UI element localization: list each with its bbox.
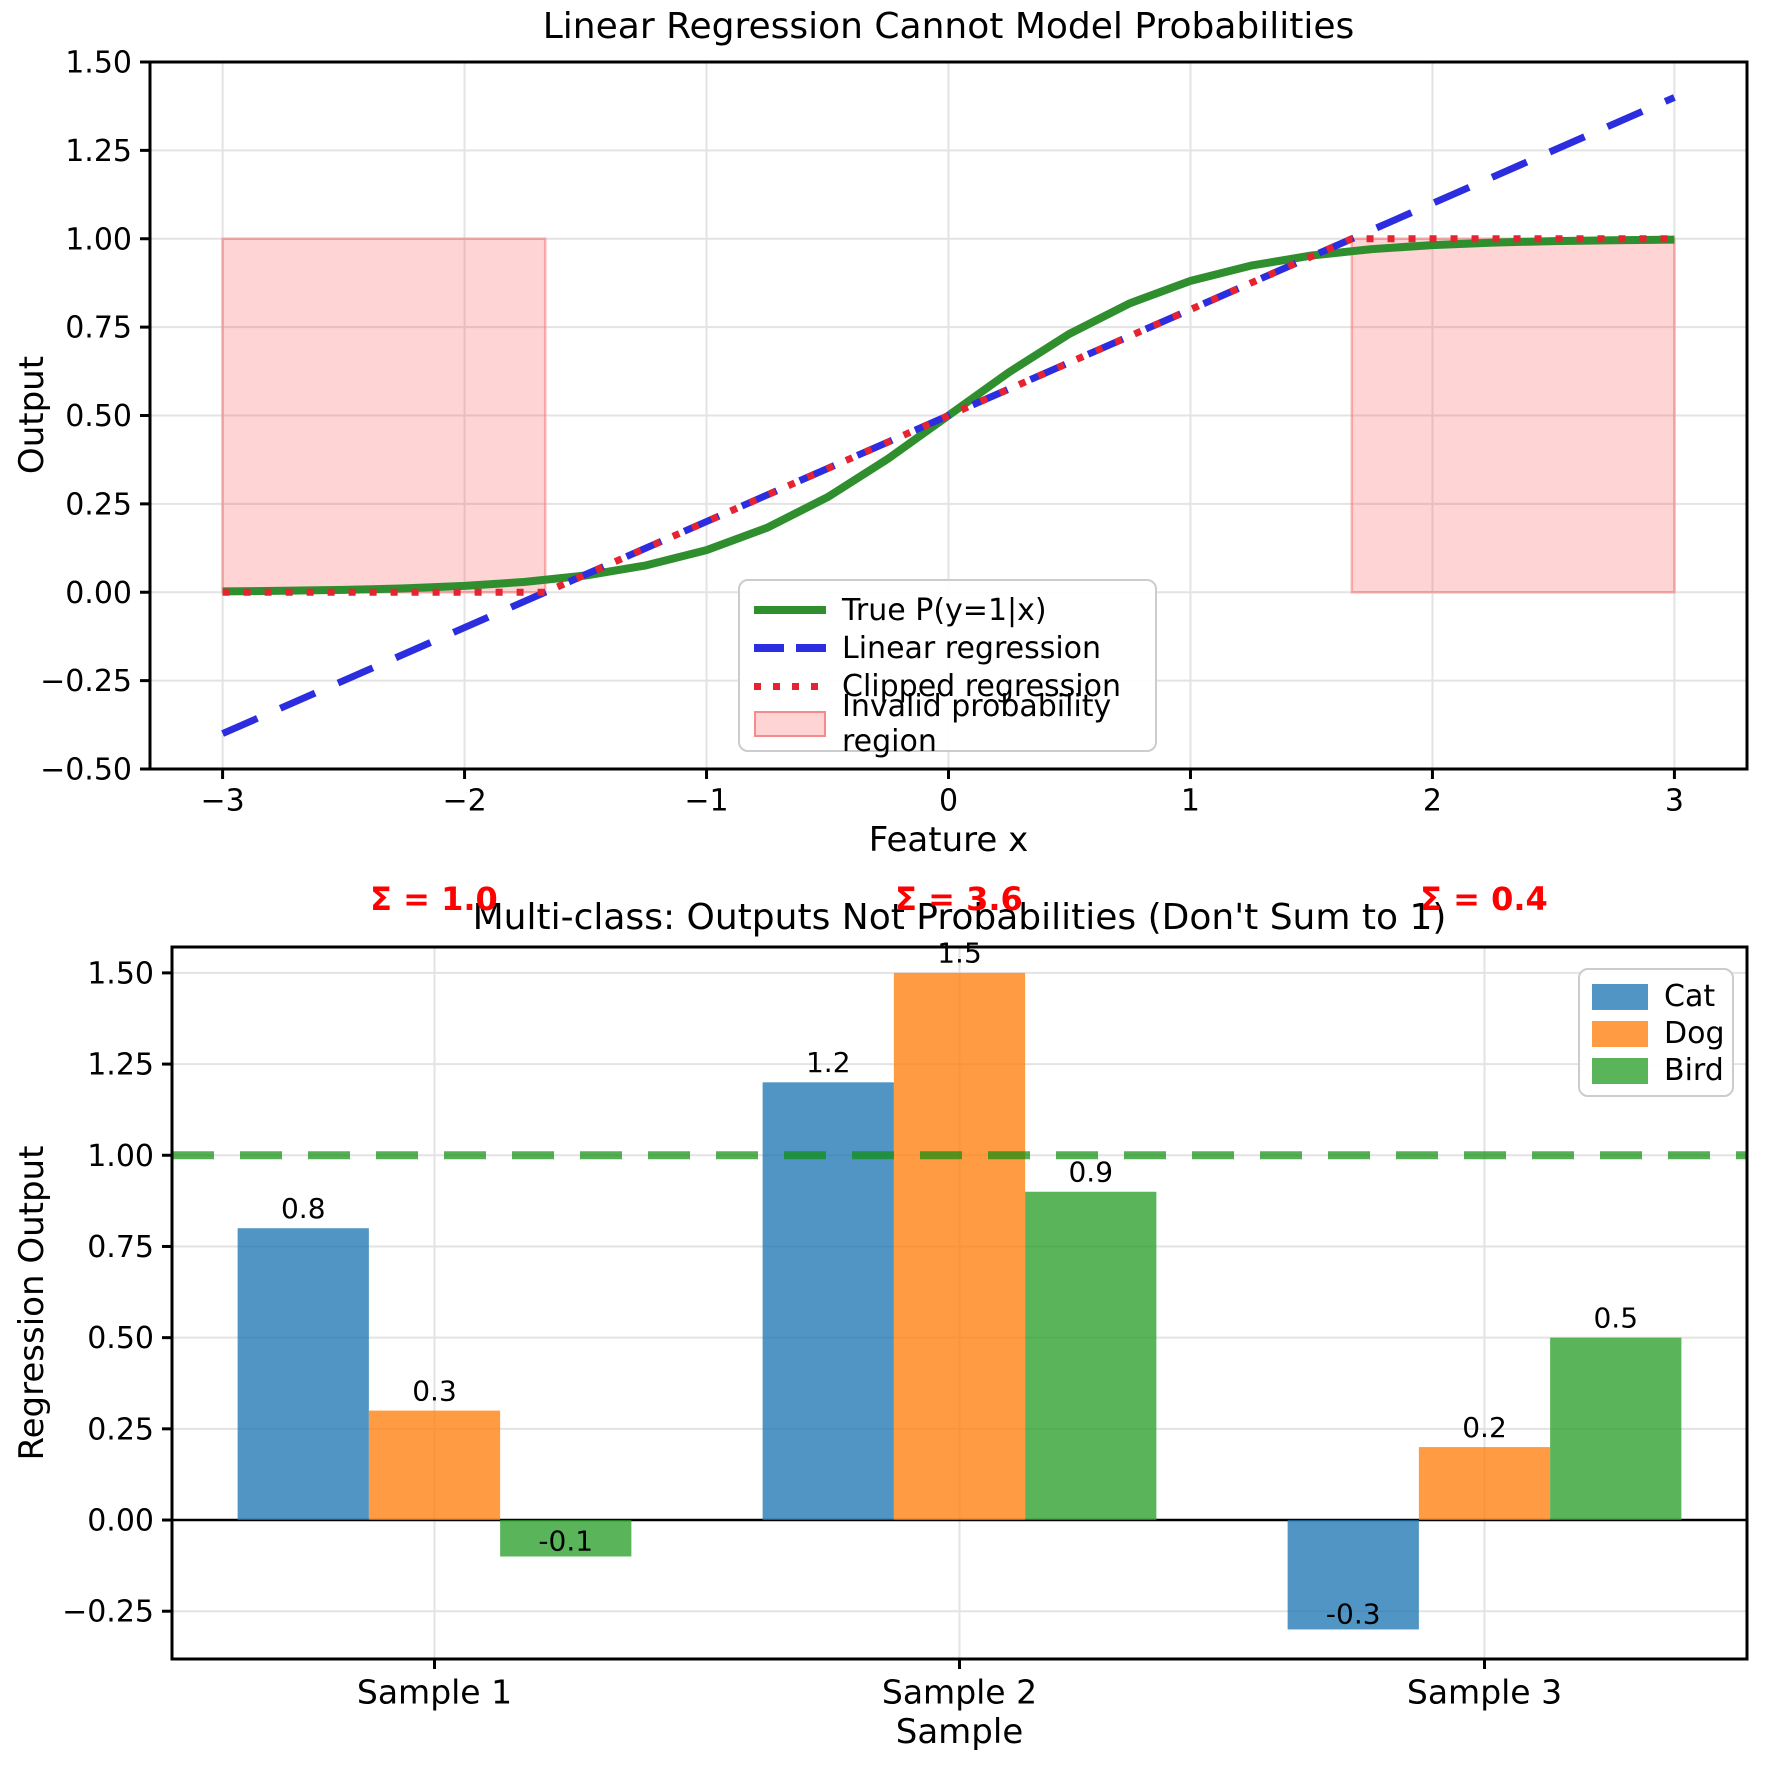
legend-item-invalid-region: Invalid probability region xyxy=(754,689,1141,759)
legend-label: Invalid probability region xyxy=(842,689,1112,759)
bar-value-label: 0.2 xyxy=(1462,1411,1507,1444)
legend-item-cat: Cat xyxy=(1592,978,1720,1015)
legend-item-clipped-regression: Clipped regression xyxy=(754,667,1141,705)
x-tick-label: −3 xyxy=(200,784,244,819)
category-tick-label: Sample 2 xyxy=(882,1673,1037,1712)
legend-label: Bird xyxy=(1664,1053,1724,1088)
y-tick-label: 1.25 xyxy=(65,134,132,169)
legend-label: True P(y=1|x) xyxy=(842,592,1047,628)
legend-label: Cat xyxy=(1664,979,1716,1014)
category-tick-label: Sample 3 xyxy=(1407,1673,1562,1712)
x-tick-label: −1 xyxy=(684,784,728,819)
bar-bird-sample1 xyxy=(500,1520,632,1557)
bar-value-label: -0.1 xyxy=(538,1524,593,1557)
bar-value-label: 1.5 xyxy=(937,937,982,970)
y-tick-label: 0.75 xyxy=(87,1230,154,1265)
top-chart: −3 −2 −1 0 1 2 3 1.50 1.25 1.00 0.75 0.50 0.25 0.00 −0… xyxy=(40,46,1749,819)
bar-bird-sample2 xyxy=(1025,1191,1157,1521)
legend-item-linear-regression: Linear regression xyxy=(754,629,1141,667)
sum-annotation: Σ = 3.6 xyxy=(895,880,1023,918)
cat-color-swatch xyxy=(1592,983,1648,1010)
bar-value-label: 1.2 xyxy=(806,1046,851,1079)
linear-regression-line-swatch xyxy=(754,644,826,652)
bar-cat-sample2 xyxy=(762,1082,894,1521)
top-chart-ylabel: Output xyxy=(12,355,52,475)
y-tick-label: 0.25 xyxy=(65,487,132,522)
bar-cat-sample3 xyxy=(1287,1520,1419,1630)
sum-annotation: Σ = 1.0 xyxy=(370,880,498,918)
y-tick-label: −0.50 xyxy=(40,753,132,788)
bar-value-label: -0.3 xyxy=(1326,1597,1381,1630)
bar-value-label: 0.5 xyxy=(1593,1301,1638,1334)
legend-item-dog: Dog xyxy=(1592,1015,1725,1052)
clipped-regression-line xyxy=(222,235,1675,596)
y-tick-label: 0.00 xyxy=(65,576,132,611)
bottom-chart-ylabel: Regression Output xyxy=(12,1145,52,1461)
sum-annotation: Σ = 0.4 xyxy=(1420,880,1548,918)
bar-dog-sample3 xyxy=(1418,1447,1551,1521)
invalid-region xyxy=(1350,237,1676,594)
legend-item-true-prob: True P(y=1|x) xyxy=(754,591,1141,629)
x-tick-label: 2 xyxy=(1423,784,1442,819)
y-tick-label: 1.25 xyxy=(87,1048,154,1083)
invalid-region-patch-swatch xyxy=(754,711,826,737)
y-tick-label: 0.50 xyxy=(87,1321,154,1356)
bar-bird-sample3 xyxy=(1550,1337,1682,1521)
top-chart-legend: True P(y=1|x) Linear regression Clipped … xyxy=(738,579,1157,759)
invalid-region xyxy=(221,237,547,594)
y-tick-label: 1.00 xyxy=(87,1139,154,1174)
bottom-chart-legend: Cat Dog Bird xyxy=(1578,968,1734,1097)
legend-label: Dog xyxy=(1664,1016,1725,1051)
y-tick-label: −0.25 xyxy=(40,664,132,699)
bar-dog-sample2 xyxy=(893,972,1026,1521)
x-tick-label: 1 xyxy=(1181,784,1200,819)
legend-label: Clipped regression xyxy=(842,668,1122,704)
top-chart-title: Linear Regression Cannot Model Probabili… xyxy=(542,6,1355,47)
bottom-chart: 0.8 1.2 -0.3 0.3 1.5 0.2 -0.1 0.9 0.5 Sample 1 Sam… xyxy=(62,937,1749,1712)
y-tick-label: 0.50 xyxy=(65,399,132,434)
bird-color-swatch xyxy=(1592,1057,1648,1084)
legend-item-bird: Bird xyxy=(1592,1052,1724,1089)
bar-dog-sample1 xyxy=(368,1410,501,1521)
bottom-chart-title: Multi-class: Outputs Not Probabilities (… xyxy=(472,897,1447,938)
dog-color-swatch xyxy=(1592,1020,1648,1047)
y-tick-label: 1.00 xyxy=(65,222,132,257)
true-prob-line-swatch xyxy=(754,606,826,614)
y-tick-label: 0.00 xyxy=(87,1504,154,1539)
bar-value-label: 0.3 xyxy=(412,1374,457,1407)
x-tick-label: 0 xyxy=(939,784,958,819)
clipped-regression-line-swatch xyxy=(754,682,826,690)
x-tick-label: 3 xyxy=(1665,784,1684,819)
category-tick-label: Sample 1 xyxy=(357,1673,512,1712)
legend-label: Linear regression xyxy=(842,630,1102,666)
y-tick-label: −0.25 xyxy=(62,1595,154,1630)
top-chart-xlabel: Feature x xyxy=(868,820,1029,860)
y-tick-label: 0.75 xyxy=(65,311,132,346)
y-tick-label: 1.50 xyxy=(65,46,132,81)
y-tick-label: 1.50 xyxy=(87,956,154,991)
bar-value-label: 0.9 xyxy=(1068,1156,1113,1189)
x-tick-label: −2 xyxy=(442,784,486,819)
bar-cat-sample1 xyxy=(237,1228,369,1521)
y-tick-label: 0.25 xyxy=(87,1412,154,1447)
bottom-chart-xlabel: Sample xyxy=(895,1712,1024,1752)
bar-value-label: 0.8 xyxy=(281,1192,326,1225)
